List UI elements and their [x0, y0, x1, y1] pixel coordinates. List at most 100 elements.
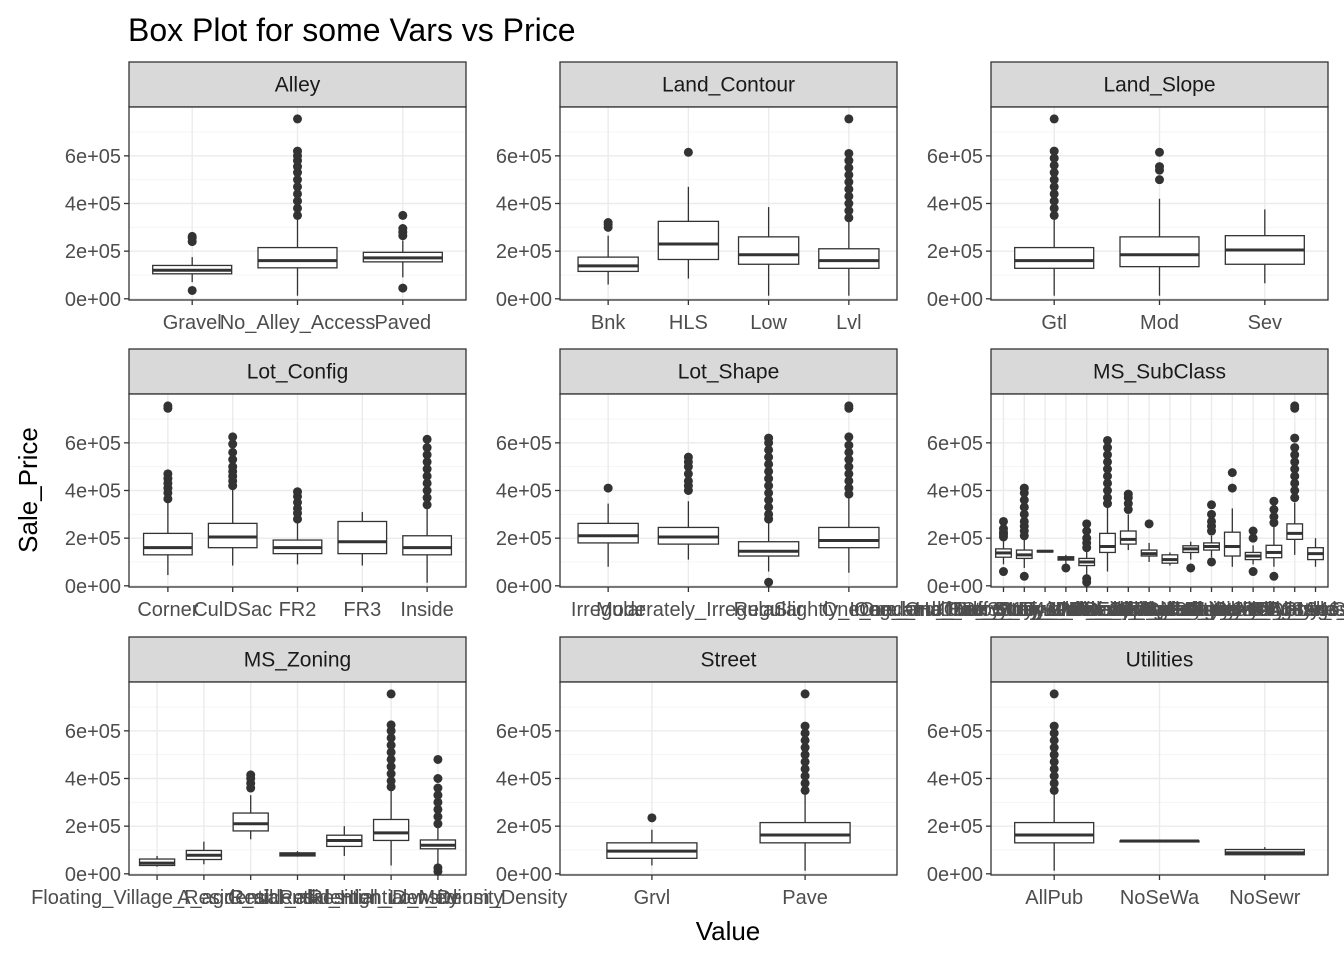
- outlier-point: [386, 769, 396, 779]
- facet-utilities: Utilities 0e+00 2e+05 4e+05 6e+05 AllPub NoSeW…: [927, 636, 1329, 909]
- outlier-point: [422, 443, 432, 453]
- outlier-point: [1082, 519, 1092, 529]
- box-paved: [362, 210, 443, 293]
- box-iqr: [402, 535, 453, 556]
- x-tick-label: Residential_Medium_Density: [308, 887, 567, 909]
- box-inside: [402, 434, 453, 583]
- outlier-point: [1207, 516, 1217, 526]
- box-sev: [1224, 209, 1305, 284]
- x-tick-label: Split_or_Multilevel: [1110, 599, 1272, 621]
- x-tick-label: Bnk: [591, 312, 626, 334]
- outlier-point: [844, 447, 854, 457]
- outlier-point: [1207, 500, 1217, 510]
- y-tick-label: 6e+05: [927, 433, 983, 455]
- y-tick-label: 2e+05: [496, 816, 552, 838]
- outlier-point: [647, 813, 657, 823]
- outlier-point: [1207, 509, 1217, 519]
- y-tick-label: 2e+05: [65, 528, 121, 550]
- box-one-story-1946-and-newer-all-styles: [1078, 519, 1096, 587]
- outlier-point: [422, 471, 432, 481]
- outlier-point: [683, 469, 693, 479]
- box-slightly-irregular: [818, 401, 880, 573]
- y-tick-label: 0e+00: [65, 576, 121, 598]
- outlier-point: [1049, 196, 1059, 206]
- x-tick-label: HLS: [669, 312, 708, 334]
- box-culdsac: [207, 432, 258, 566]
- box-two-and-half-story-all-ages: [1203, 500, 1220, 567]
- outlier-point: [1102, 464, 1112, 474]
- outlier-point: [1102, 457, 1112, 467]
- box-two-family-conversion-all-styles-and-ages: [1223, 468, 1241, 567]
- outlier-point: [764, 495, 774, 505]
- outlier-point: [1019, 571, 1029, 581]
- outlier-point: [1155, 175, 1164, 185]
- outlier-point: [433, 812, 443, 822]
- outlier-point: [764, 459, 774, 469]
- outlier-point: [1102, 471, 1112, 481]
- outlier-point: [1290, 471, 1300, 481]
- y-tick-label: 2e+05: [65, 816, 121, 838]
- box-two-story-pud-1946-and-newer: [1286, 401, 1304, 555]
- box-gtl: [1014, 114, 1095, 296]
- box-hls: [657, 147, 720, 279]
- outlier-point: [187, 285, 197, 295]
- facet-strip: [559, 61, 898, 108]
- y-tick-label: 4e+05: [496, 481, 552, 503]
- outlier-point: [433, 863, 443, 873]
- outlier-point: [386, 776, 396, 786]
- facet-strip-label: Lot_Shape: [678, 361, 780, 384]
- outlier-point: [1049, 689, 1059, 699]
- outlier-point: [1290, 493, 1300, 503]
- y-tick-label: 2e+05: [927, 528, 983, 550]
- box-iqr: [142, 532, 193, 556]
- x-tick-label: Pave: [782, 887, 828, 909]
- box-i-all: [279, 851, 316, 857]
- box-iqr: [737, 236, 800, 265]
- box-iqr: [1014, 246, 1095, 269]
- x-tick-label: A_agr: [177, 887, 231, 909]
- box-duplex-all-styles-and-ages: [1307, 538, 1324, 567]
- x-tick-label: One_Story_1945_and_Older: [938, 599, 1194, 621]
- x-tick-label: Residential_Low_Density: [279, 887, 504, 909]
- x-tick-label: NoSeWa: [1120, 887, 1200, 909]
- y-tick-label: 4e+05: [927, 481, 983, 503]
- outlier-point: [844, 462, 854, 472]
- x-tick-label: Low: [750, 312, 787, 334]
- x-tick-label: Floating_Village_Residential: [31, 887, 283, 909]
- box-one-and-half-story-finished-all-ages: [995, 516, 1012, 577]
- outlier-point: [398, 224, 408, 234]
- outlier-point: [433, 754, 443, 764]
- outlier-point: [764, 433, 774, 443]
- facet-strip-label: Lot_Config: [247, 361, 349, 384]
- outlier-point: [1207, 557, 1217, 567]
- outlier-point: [1049, 757, 1059, 767]
- x-tick-label: Two_and_Half_Story_All_Ages: [1074, 599, 1344, 621]
- box-iqr: [737, 541, 800, 557]
- y-tick-label: 6e+05: [927, 146, 983, 168]
- outlier-point: [1269, 505, 1279, 515]
- x-tick-label: AllPub: [1025, 887, 1083, 909]
- outlier-point: [386, 733, 396, 743]
- y-tick-label: 4e+05: [496, 194, 552, 216]
- facet-lot-config: Lot_Config 0e+00 2e+05 4e+05 6e+05 CornerCulD…: [65, 348, 467, 621]
- outlier-point: [844, 114, 854, 124]
- x-tick-label: Regular: [734, 599, 804, 621]
- box-residential-low-density: [372, 689, 410, 866]
- outlier-point: [422, 434, 432, 444]
- outlier-point: [163, 469, 173, 479]
- outlier-point: [1019, 516, 1029, 526]
- outlier-point: [603, 483, 613, 493]
- outlier-point: [1049, 728, 1059, 738]
- outlier-point: [293, 175, 302, 185]
- outlier-point: [398, 210, 408, 220]
- outlier-point: [293, 203, 302, 213]
- box-one-story-pud-1946-and-newer: [1099, 435, 1116, 572]
- x-tick-label: Two_Family_conversion_All_Styles_and_Age…: [1025, 599, 1344, 621]
- outlier-point: [1290, 464, 1300, 474]
- outlier-point: [228, 439, 238, 449]
- outlier-point: [228, 447, 238, 457]
- outlier-point: [603, 218, 613, 228]
- outlier-point: [844, 163, 854, 173]
- outlier-point: [800, 778, 810, 788]
- x-tick-label: Two_Story_1946_and_Newer: [1142, 599, 1344, 621]
